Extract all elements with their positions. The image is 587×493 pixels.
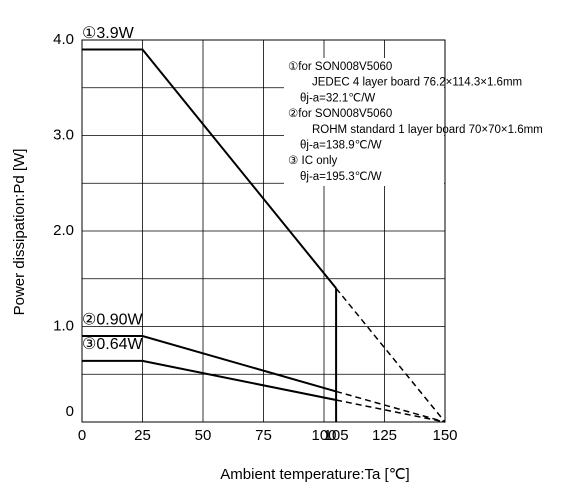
x-tick-label: 75 xyxy=(255,427,272,444)
series-label: ③0.64W xyxy=(82,336,143,353)
x-tick-label: 100 xyxy=(311,427,336,444)
series-line xyxy=(82,335,337,393)
note-text: θj-a=138.9℃/W xyxy=(300,140,382,152)
x-axis-label: Ambient temperature:Ta [℃] xyxy=(220,466,409,483)
x-tick-label: 25 xyxy=(134,427,151,444)
series-line-dashed xyxy=(335,287,446,423)
series-line xyxy=(82,48,337,289)
y-tick-label: 3.0 xyxy=(53,126,74,143)
y-tick-label: 0 xyxy=(66,403,74,420)
y-axis-label: Power dissipation:Pd [W] xyxy=(11,149,28,316)
series-line-dashed xyxy=(335,390,446,423)
notes-background xyxy=(284,58,444,186)
x-tick-label: 150 xyxy=(432,427,457,444)
note-text: ①for SON008V5060 xyxy=(288,61,392,73)
series-line xyxy=(82,359,337,402)
x-tick-label: 0 xyxy=(78,427,86,444)
series-label: ②0.90W xyxy=(82,311,143,328)
note-text: ③ IC only xyxy=(288,155,338,167)
x-tick-label: 125 xyxy=(372,427,397,444)
note-text: JEDEC 4 layer board 76.2×114.3×1.6mm xyxy=(312,77,522,89)
series-label: ①3.9W xyxy=(82,25,135,42)
x-tick-label: 105 xyxy=(324,427,349,444)
note-text: θj-a=32.1℃/W xyxy=(300,92,375,104)
plot-frame xyxy=(81,39,446,423)
y-tick-label: 1.0 xyxy=(53,317,74,334)
y-tick-label: 4.0 xyxy=(53,31,74,48)
x-tick-label: 50 xyxy=(195,427,212,444)
note-text: θj-a=195.3℃/W xyxy=(300,171,382,183)
note-text: ②for SON008V5060 xyxy=(288,108,392,120)
note-text: ROHM standard 1 layer board 70×70×1.6mm xyxy=(312,124,543,136)
y-tick-label: 2.0 xyxy=(53,222,74,239)
series-line-dashed xyxy=(335,399,446,423)
